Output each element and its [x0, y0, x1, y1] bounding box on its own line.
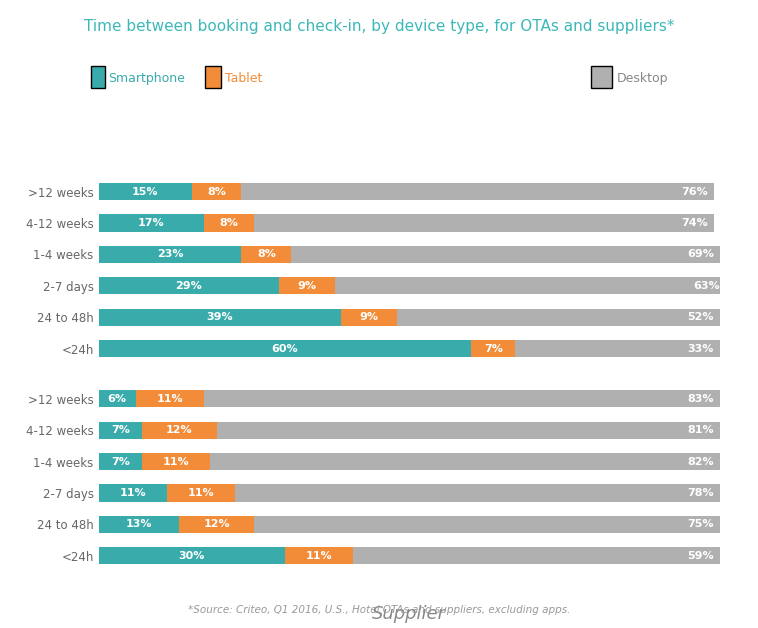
Text: Smartphone: Smartphone — [108, 72, 184, 85]
Bar — [204, 390, 720, 408]
Bar — [515, 340, 720, 357]
Bar — [254, 516, 720, 533]
Text: 9%: 9% — [359, 312, 378, 322]
Bar — [353, 547, 720, 565]
Bar — [254, 214, 714, 232]
Text: 8%: 8% — [207, 187, 226, 197]
Text: 8%: 8% — [257, 249, 276, 259]
Text: Tablet: Tablet — [225, 72, 262, 85]
Bar — [397, 308, 720, 326]
Text: Supplier: Supplier — [372, 605, 446, 624]
Text: 30%: 30% — [179, 551, 205, 561]
Text: Time between booking and check-in, by device type, for OTAs and suppliers*: Time between booking and check-in, by de… — [83, 19, 675, 34]
Text: 39%: 39% — [206, 312, 233, 322]
Bar — [99, 516, 180, 533]
Bar — [211, 453, 720, 470]
Text: 78%: 78% — [688, 488, 714, 498]
Text: 13%: 13% — [126, 519, 152, 529]
Bar — [99, 484, 167, 502]
Text: 8%: 8% — [220, 218, 239, 228]
Text: 7%: 7% — [111, 425, 130, 435]
Bar — [291, 246, 720, 263]
Bar — [192, 183, 242, 200]
Bar — [279, 277, 335, 295]
Text: 11%: 11% — [120, 488, 146, 498]
Bar — [235, 484, 720, 502]
Bar — [99, 390, 136, 408]
Bar — [142, 453, 211, 470]
Text: 29%: 29% — [175, 281, 202, 291]
Text: 12%: 12% — [203, 519, 230, 529]
Text: 11%: 11% — [188, 488, 215, 498]
Bar — [99, 308, 341, 326]
Text: 11%: 11% — [157, 394, 183, 404]
Text: 63%: 63% — [694, 281, 720, 291]
Bar — [99, 453, 142, 470]
Bar — [285, 547, 353, 565]
Bar — [99, 421, 142, 439]
Bar — [341, 308, 397, 326]
Text: 60%: 60% — [271, 344, 299, 354]
Text: 76%: 76% — [681, 187, 708, 197]
Bar — [335, 277, 726, 295]
Bar — [217, 421, 720, 439]
Bar — [471, 340, 515, 357]
Bar — [99, 246, 242, 263]
Bar — [180, 516, 254, 533]
Text: 52%: 52% — [688, 312, 714, 322]
Bar — [204, 214, 254, 232]
Text: 81%: 81% — [688, 425, 714, 435]
Text: 75%: 75% — [688, 519, 714, 529]
Text: Desktop: Desktop — [616, 72, 668, 85]
Bar — [136, 390, 204, 408]
Text: 11%: 11% — [306, 551, 333, 561]
Bar — [99, 277, 279, 295]
Text: 83%: 83% — [688, 394, 714, 404]
Text: 7%: 7% — [111, 457, 130, 467]
Text: 69%: 69% — [687, 249, 714, 259]
Bar — [167, 484, 235, 502]
Text: 17%: 17% — [138, 218, 164, 228]
Text: 6%: 6% — [108, 394, 127, 404]
Bar — [99, 547, 285, 565]
Text: OTA: OTA — [391, 398, 428, 416]
Bar — [99, 340, 471, 357]
Bar — [99, 214, 204, 232]
Bar — [99, 183, 192, 200]
Text: 33%: 33% — [688, 344, 714, 354]
Text: *Source: Criteo, Q1 2016, U.S., Hotel OTAs and suppliers, excluding apps.: *Source: Criteo, Q1 2016, U.S., Hotel OT… — [188, 605, 570, 615]
Text: 7%: 7% — [484, 344, 503, 354]
Bar — [242, 183, 714, 200]
Text: 59%: 59% — [688, 551, 714, 561]
Text: 74%: 74% — [681, 218, 708, 228]
Bar — [142, 421, 217, 439]
Text: 15%: 15% — [132, 187, 158, 197]
Text: 9%: 9% — [297, 281, 316, 291]
Text: 12%: 12% — [166, 425, 193, 435]
Bar — [242, 246, 291, 263]
Text: 23%: 23% — [157, 249, 183, 259]
Text: 82%: 82% — [688, 457, 714, 467]
Text: 11%: 11% — [163, 457, 190, 467]
